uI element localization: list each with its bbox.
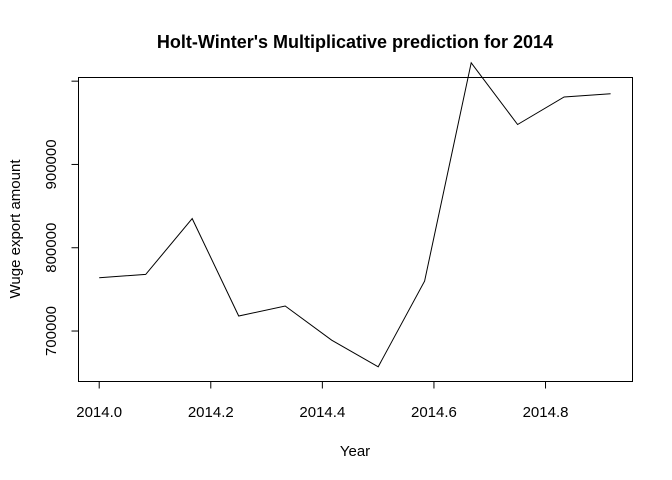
plot-frame — [78, 77, 633, 382]
y-tick-label: 700000 — [43, 306, 60, 356]
y-tick-label: 800000 — [43, 223, 60, 273]
x-tick-label: 2014.6 — [411, 404, 457, 421]
x-tick-label: 2014.2 — [188, 404, 234, 421]
x-tick-label: 2014.4 — [299, 404, 345, 421]
x-tick-label: 2014.0 — [76, 404, 122, 421]
chart-title: Holt-Winter's Multiplicative prediction … — [157, 32, 553, 52]
x-tick-label: 2014.8 — [523, 404, 569, 421]
x-axis-label: Year — [340, 443, 370, 460]
x-axis: 2014.0 2014.2 2014.4 2014.6 2014.8 — [76, 381, 569, 421]
y-axis-label: Wuge export amount — [7, 159, 24, 299]
series-line — [99, 61, 611, 368]
y-axis: 700000 800000 900000 — [43, 80, 79, 356]
y-tick-label: 900000 — [43, 139, 60, 189]
